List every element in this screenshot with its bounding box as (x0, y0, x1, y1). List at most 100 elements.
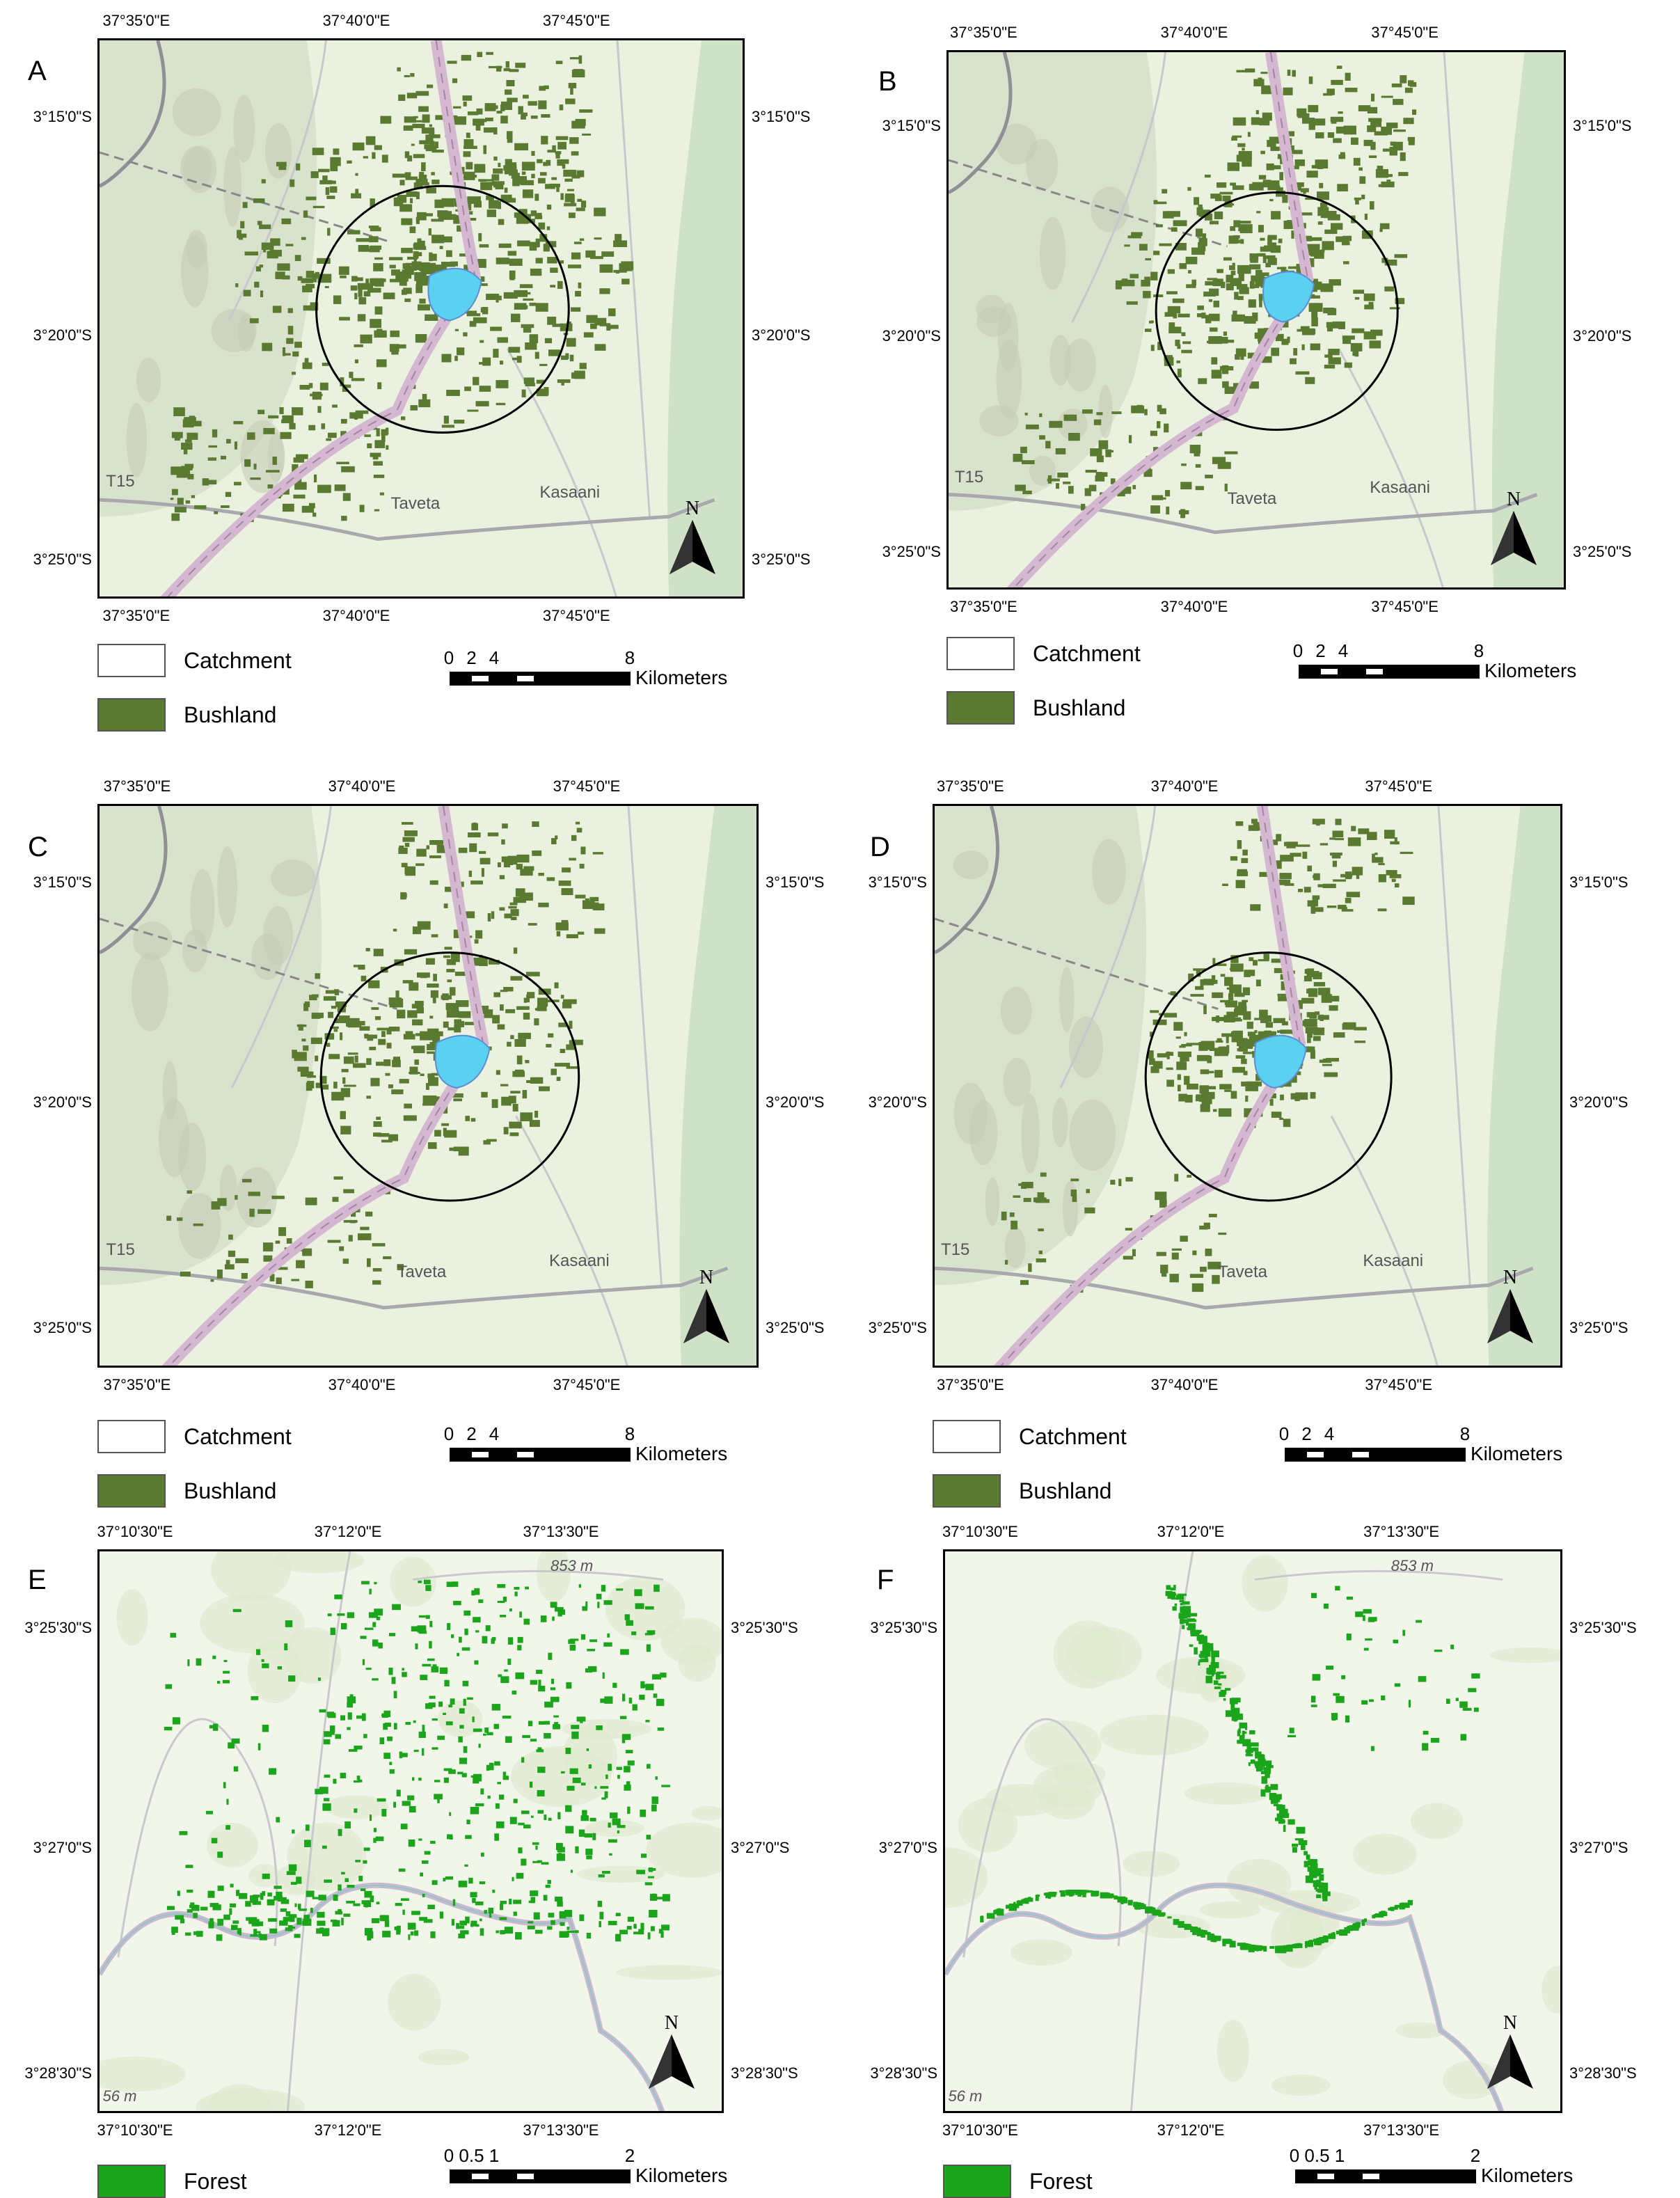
bushland-patch (463, 151, 471, 157)
bushland-patch (1168, 356, 1174, 366)
bushland-patch (1328, 349, 1340, 356)
north-arrow: N (1486, 1267, 1535, 1343)
bushland-patch (463, 139, 474, 148)
bushland-patch (1115, 280, 1122, 290)
forest-patch (310, 1908, 313, 1913)
minor-road (228, 40, 327, 322)
bushland-patch (439, 246, 443, 249)
forest-patch (1294, 1838, 1304, 1841)
bushland-patch (1143, 468, 1152, 477)
latitude-tick-left: 3°25'0"S (33, 550, 92, 568)
forest-patch (400, 1824, 408, 1830)
forest-patch (528, 1721, 533, 1727)
forest-patch (582, 1810, 587, 1817)
latitude-tick-right: 3°20'0"S (766, 1093, 825, 1112)
forest-patch (466, 1697, 473, 1700)
bushland-patch (1049, 420, 1063, 428)
bushland-patch (1364, 304, 1374, 310)
bushland-patch (514, 143, 529, 151)
bushland-patch (446, 1010, 459, 1018)
bushland-patch (235, 1258, 249, 1263)
bushland-patch (1150, 320, 1154, 324)
forest-patch (1450, 1644, 1455, 1650)
bushland-patch (1241, 1081, 1249, 1086)
bushland-patch (579, 238, 585, 242)
forest-patch (516, 1872, 524, 1879)
bushland-patch (225, 1260, 230, 1265)
bushland-patch (378, 1038, 386, 1045)
forest-patch (1239, 1734, 1245, 1741)
forest-patch (332, 1920, 340, 1927)
forest-patch (480, 1852, 484, 1857)
forest-patch (609, 1853, 612, 1856)
bushland-patch (242, 1178, 252, 1183)
forest-patch (303, 1918, 312, 1926)
bushland-patch (176, 1217, 183, 1221)
bushland-patch (1249, 184, 1262, 191)
bushland-patch (551, 838, 557, 845)
forest-patch (1276, 1945, 1281, 1952)
bushland-patch (278, 1227, 287, 1236)
bushland-patch (445, 1003, 459, 1011)
bushland-patch (1124, 244, 1130, 247)
main-road (935, 1266, 1534, 1310)
forest-patch (1363, 1615, 1365, 1621)
bushland-patch (228, 1250, 236, 1257)
bushland-patch (331, 1006, 337, 1009)
bushland-patch (342, 1077, 346, 1084)
bushland-patch (480, 857, 491, 864)
bushland-patch (1237, 264, 1251, 274)
bushland-patch (1235, 821, 1244, 826)
bushland-patch (534, 215, 543, 219)
bushland-patch (1242, 148, 1245, 151)
bushland-patch (419, 171, 425, 175)
bushland-patch (1181, 332, 1186, 336)
bushland-patch (1264, 1030, 1271, 1039)
bushland-patch (291, 1279, 300, 1281)
bushland-patch (510, 909, 519, 917)
legend-item: Bushland (97, 1474, 276, 1508)
forest-patch (217, 1885, 224, 1891)
bushland-patch (276, 1277, 282, 1284)
forest-patch (439, 1667, 448, 1674)
bushland-patch (483, 127, 495, 133)
bushland-patch (187, 432, 198, 440)
bushland-patch (479, 244, 489, 248)
bushland-patch (370, 227, 381, 232)
bushland-patch (1356, 873, 1360, 879)
bushland-patch (564, 195, 571, 203)
hill-shade (271, 860, 316, 897)
forest-patch (1323, 1603, 1329, 1609)
bushland-patch (1159, 1199, 1167, 1208)
bushland-patch (1164, 490, 1171, 497)
bushland-patch (1118, 487, 1132, 494)
forest-patch (340, 1715, 345, 1721)
bushland-patch (1351, 825, 1356, 832)
legend-item: Bushland (97, 698, 276, 732)
bushland-patch (577, 931, 585, 935)
bushland-patch (1214, 211, 1223, 220)
bushland-patch (1229, 984, 1242, 994)
bushland-patch (1345, 72, 1351, 81)
forest-patch (450, 1698, 455, 1705)
bushland-patch (1378, 184, 1391, 187)
forest-patch (1275, 1797, 1281, 1803)
basemap (100, 806, 756, 1366)
bushland-patch (304, 358, 309, 367)
bushland-patch (432, 997, 436, 1004)
scale-number: 0 (443, 647, 454, 668)
bushland-patch (1157, 404, 1162, 412)
forest-patch (434, 1780, 441, 1782)
bushland-patch (534, 1110, 539, 1118)
bushland-patch (244, 251, 259, 255)
bushland-patch (431, 235, 445, 244)
forest-patch (394, 1927, 398, 1931)
bushland-patch (1352, 328, 1365, 333)
forest-patch (445, 1721, 453, 1725)
bushland-patch (366, 1236, 370, 1239)
bushland-patch (299, 384, 310, 390)
bushland-patch (554, 1063, 566, 1067)
bushland-patch (491, 1099, 498, 1108)
forest-patch (640, 1809, 647, 1817)
bushland-patch (317, 484, 331, 493)
